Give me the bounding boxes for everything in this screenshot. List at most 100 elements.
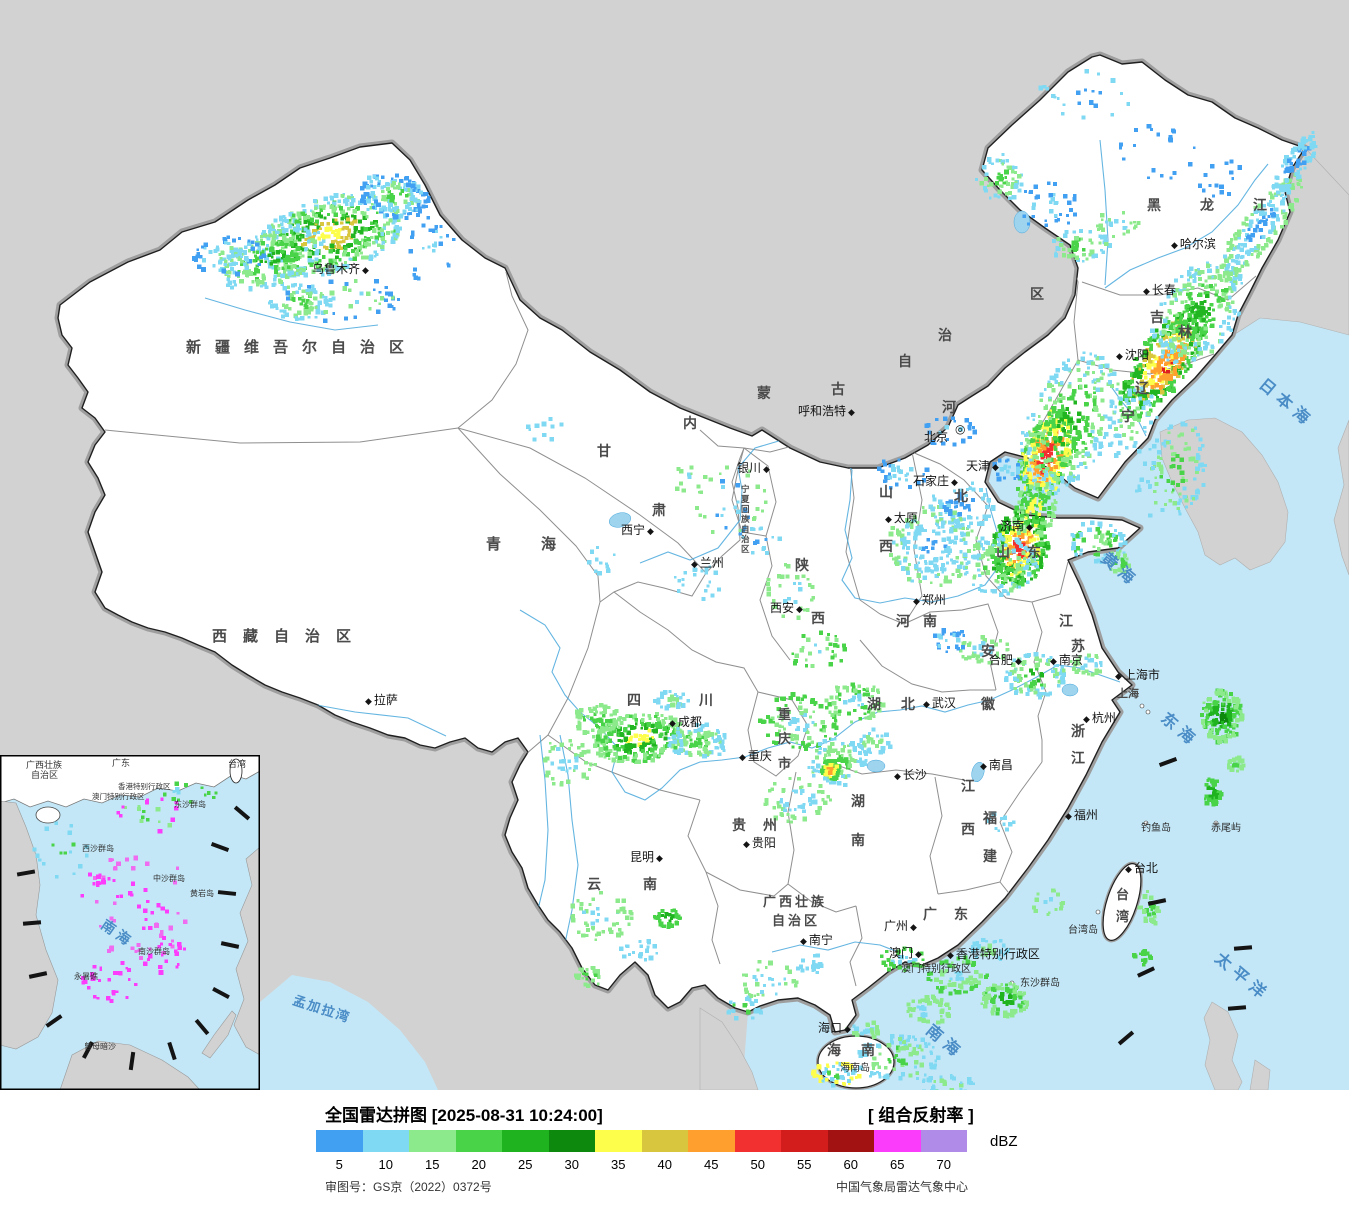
province-label: 林 (1178, 324, 1192, 340)
boundary-dash (1136, 966, 1156, 978)
nine-dash-segment (22, 920, 42, 926)
province-border-line (699, 429, 745, 449)
echo-cluster (93, 855, 188, 961)
island-label: 钓鱼岛 (1141, 821, 1171, 834)
echo-cluster (888, 504, 980, 587)
echo-cluster (191, 235, 266, 277)
nine-dash-segment (28, 971, 48, 979)
echo-cluster (218, 223, 326, 292)
province-label: 川 (698, 692, 713, 708)
echo-cluster (587, 545, 616, 576)
foreign-land-philippines (1203, 1001, 1243, 1090)
echo-cluster (163, 781, 218, 804)
city-label: 天津 ◆ (966, 459, 999, 473)
province-label: 陕 (795, 557, 809, 573)
island-label: 台湾岛 (1068, 923, 1098, 936)
province-label: 东 (1027, 544, 1041, 560)
legend-tick: 70 (936, 1157, 951, 1172)
province-border-line (827, 761, 965, 781)
echo-cluster (653, 690, 691, 711)
inset-label: 黄岩岛 (190, 888, 214, 898)
echo-cluster (1119, 123, 1196, 180)
inset-label: 广东 (112, 757, 130, 768)
china-territory (57, 54, 1306, 1033)
echo-cluster (766, 563, 815, 620)
province-border-line (859, 639, 996, 693)
echo-cluster (824, 682, 886, 724)
city-label: ◆ 拉萨 (365, 692, 398, 707)
legend-swatch-50 (734, 1130, 781, 1152)
echo-cluster (1031, 888, 1066, 916)
legend-panel: 全国雷达拼图 [2025-08-31 10:24:00] [ 组合反射率 ] d… (0, 1090, 1349, 1208)
province-label: 建 (983, 848, 997, 864)
province-label: 福 (982, 810, 997, 826)
echo-cluster (726, 995, 763, 1021)
echo-cluster (820, 758, 842, 781)
legend-tick: 20 (471, 1157, 486, 1172)
echo-cluster (796, 953, 824, 974)
province-label: 贵 (732, 817, 746, 833)
province-border-line (747, 691, 809, 777)
city-label: 济南 ◆ (1000, 518, 1033, 533)
province-label: 河 (896, 613, 910, 629)
echo-cluster (879, 946, 925, 972)
lake (1013, 210, 1031, 234)
map-title: 全国雷达拼图 [2025-08-31 10:24:00] (325, 1106, 603, 1125)
echo-cluster (1012, 482, 1058, 538)
echo-cluster (1051, 228, 1113, 263)
inset-hainan (35, 806, 61, 824)
city-label: ◆ 哈尔滨 (1171, 236, 1216, 251)
city-label: ◆ 郑州 (913, 592, 946, 607)
city-label: 石家庄 ◆ (913, 473, 958, 488)
boundary-dash (1117, 1030, 1135, 1046)
echo-cluster (1004, 651, 1067, 700)
echo-cluster (1069, 653, 1103, 677)
city-label: ◆ 南昌 (980, 757, 1013, 772)
city-label: 呼和浩特 ◆ (798, 403, 855, 418)
city-label: ◆ 重庆 (739, 749, 772, 763)
city-label: 昆明 ◆ (630, 850, 663, 864)
sea-area (742, 148, 1349, 1090)
province-label: 州 (762, 817, 777, 833)
inset-label: 东沙群岛 (174, 799, 206, 809)
boundary-dash (1227, 1005, 1247, 1011)
river-line (204, 297, 379, 331)
echo-cluster (525, 416, 564, 442)
nine-dash-segment (194, 1018, 210, 1036)
province-label: 宁 (1121, 408, 1135, 424)
city-label: ◆ 上海市 (1115, 667, 1160, 682)
legend-swatch-65 (874, 1130, 921, 1152)
city-label: ◆ 长春 (1143, 283, 1176, 297)
echo-cluster (1150, 261, 1243, 364)
province-label: 吉 (1150, 309, 1164, 325)
foreign-land-philippines-2 (1249, 1059, 1271, 1090)
inset-china-coast (0, 755, 260, 808)
province-label: 山 (879, 484, 893, 500)
inset-label: 香港特别行政区 (118, 781, 171, 791)
city-label: ◆ 福州 (1065, 807, 1098, 822)
small-island-dot (1213, 820, 1219, 826)
echo-cluster (933, 628, 966, 654)
echo-cluster (906, 994, 952, 1025)
province-border-line (705, 871, 789, 897)
echo-cluster (1198, 159, 1243, 198)
province-label: 宁夏回族自治区 (740, 484, 750, 554)
echo-cluster (958, 634, 1010, 665)
city-label: 北京 (924, 430, 948, 444)
city-label: 银川 ◆ (737, 461, 770, 475)
province-border-line (705, 871, 721, 965)
echo-cluster (926, 955, 989, 996)
echo-cluster (811, 1061, 862, 1088)
echo-cluster (619, 938, 658, 962)
small-island-dot (1145, 709, 1151, 715)
foreign-land-korea (1159, 417, 1289, 571)
province-border-line (911, 451, 989, 507)
province-label: 浙 (1071, 723, 1085, 739)
province-label: 东 (954, 906, 968, 922)
river-line (535, 734, 549, 919)
province-label: 江 (961, 778, 975, 794)
echo-cluster (848, 727, 893, 757)
province-label: 湖 (851, 793, 865, 809)
province-label: 四 (627, 692, 641, 708)
legend-tick: 30 (564, 1157, 579, 1172)
